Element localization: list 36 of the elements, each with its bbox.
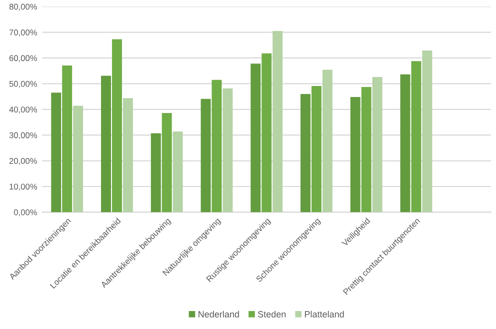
y-tick-label: 70,00% (9, 29, 38, 36)
bar (212, 80, 222, 212)
bar (150, 133, 161, 212)
bar (222, 88, 233, 212)
bar (322, 70, 332, 212)
bar (73, 106, 84, 212)
bar (411, 61, 422, 212)
y-tick-label: 30,00% (9, 132, 38, 140)
legend-label: Nederland (198, 310, 239, 318)
bar (272, 31, 283, 212)
bar (200, 98, 211, 212)
bar (400, 74, 410, 212)
bar (361, 87, 372, 212)
bar (300, 94, 310, 212)
bar (112, 39, 122, 212)
bar (172, 131, 183, 212)
y-tick-label: 80,00% (9, 4, 38, 11)
legend-label: Platteland (304, 310, 344, 318)
bar (250, 64, 261, 212)
bar (62, 65, 72, 212)
bar (162, 112, 172, 212)
bar (51, 92, 62, 212)
y-tick-label: 50,00% (9, 80, 38, 88)
bar (350, 97, 360, 212)
y-tick-label: 20,00% (9, 158, 38, 165)
bar (122, 98, 133, 212)
bar (262, 53, 272, 212)
y-tick-label: 40,00% (9, 106, 38, 114)
legend-label: Steden (258, 310, 286, 318)
y-tick-label: 0,00% (14, 209, 38, 216)
bar (101, 76, 111, 212)
bar (422, 50, 432, 212)
y-tick-label: 60,00% (9, 55, 38, 62)
bar (372, 77, 382, 212)
y-tick-label: 10,00% (10, 184, 38, 191)
bar (311, 86, 322, 212)
